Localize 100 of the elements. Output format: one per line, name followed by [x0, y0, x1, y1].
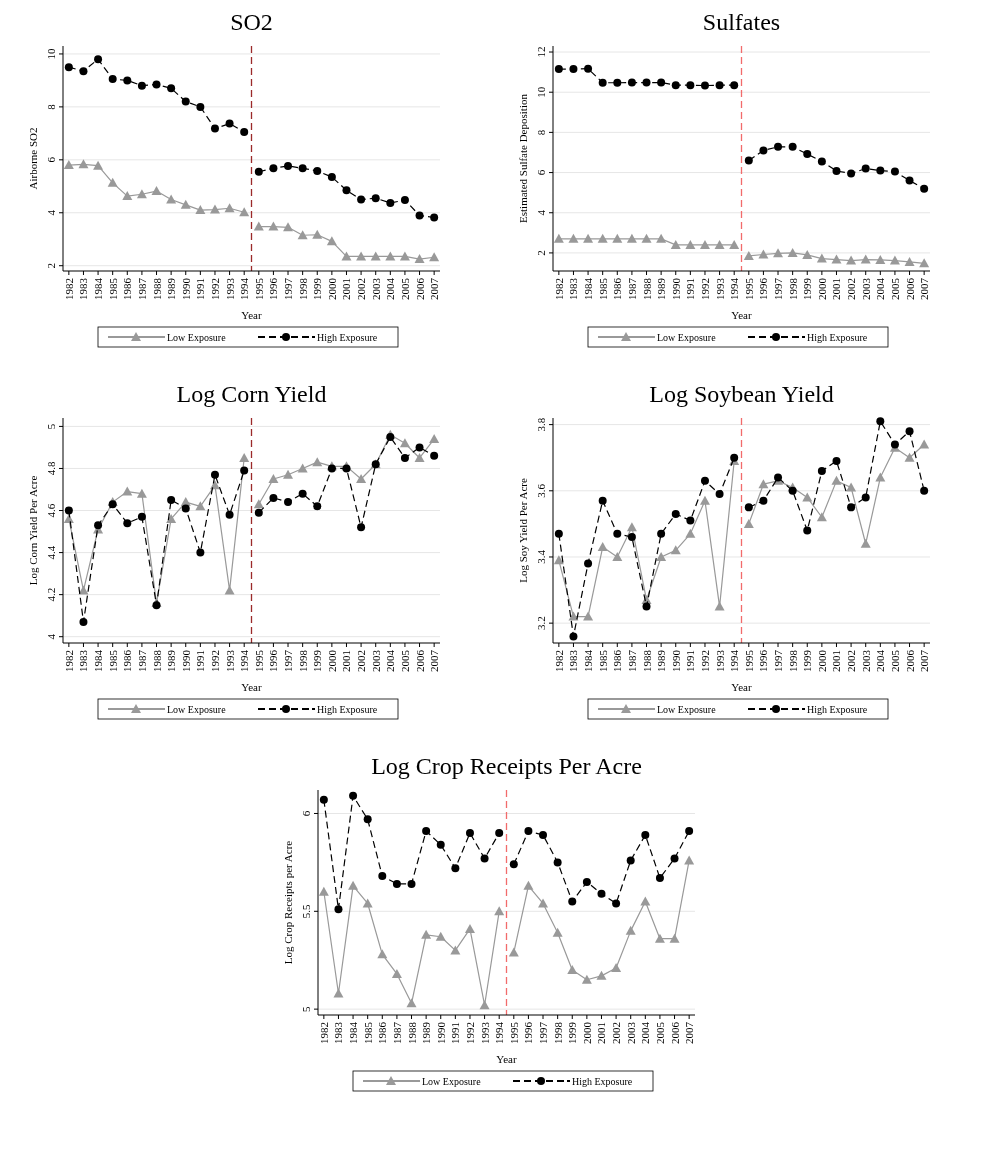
point [268, 473, 279, 483]
y-tick-label: 4 [45, 633, 57, 640]
x-tick-label: 1989 [655, 277, 668, 300]
y-axis-title: Airborne SO2 [27, 127, 39, 190]
point [597, 889, 606, 898]
x-tick-label: 1995 [252, 649, 265, 672]
legend-label: High Exposure [807, 704, 868, 715]
x-tick-label: 1994 [238, 649, 251, 672]
point [860, 538, 871, 548]
x-axis-title: Year [241, 681, 262, 693]
point [569, 65, 578, 74]
point [414, 452, 425, 462]
x-tick-label: 2004 [384, 649, 397, 672]
x-tick-label: 2001 [830, 278, 843, 300]
x-tick-label: 2004 [639, 1021, 652, 1044]
y-axis-title: Estimated Sulfate Deposition [517, 93, 529, 223]
x-tick-label: 1994 [493, 1021, 506, 1044]
point [554, 65, 563, 74]
point [298, 164, 307, 173]
x-tick-label: 1991 [194, 278, 207, 300]
point [399, 438, 410, 448]
point [334, 905, 343, 914]
x-axis-title: Year [241, 309, 262, 321]
y-tick-label: 2 [45, 262, 57, 269]
point [583, 611, 594, 621]
x-tick-label: 1998 [786, 649, 799, 672]
point [714, 601, 725, 611]
y-tick-label: 8 [535, 129, 547, 136]
point [166, 194, 177, 204]
x-tick-label: 1986 [611, 649, 624, 672]
x-tick-label: 1996 [267, 277, 280, 300]
point [802, 492, 813, 502]
point [195, 501, 206, 511]
y-tick-label: 4.6 [45, 503, 57, 518]
x-tick-label: 1989 [655, 649, 668, 672]
point [583, 233, 594, 243]
x-tick-label: 1999 [801, 649, 814, 672]
point [759, 146, 768, 155]
x-tick-label: 1992 [208, 278, 221, 300]
x-tick-label: 1985 [596, 649, 609, 672]
x-tick-label: 1994 [728, 277, 741, 300]
point [567, 965, 578, 974]
point [919, 258, 930, 268]
point [670, 545, 681, 555]
x-tick-label: 1985 [106, 277, 119, 300]
x-tick-label: 1985 [106, 649, 119, 672]
point [684, 855, 695, 865]
point [283, 222, 294, 232]
x-tick-label: 1990 [669, 277, 682, 300]
point [269, 164, 278, 173]
point [788, 486, 797, 495]
point [225, 510, 234, 519]
x-tick-label: 2006 [668, 1021, 681, 1044]
y-tick-label: 4 [45, 209, 57, 216]
point [136, 189, 147, 199]
point [699, 239, 710, 249]
point [612, 899, 621, 908]
x-tick-label: 2007 [918, 649, 931, 672]
point [626, 522, 637, 532]
point [254, 508, 263, 517]
x-tick-label: 2006 [413, 277, 426, 300]
x-tick-label: 1986 [611, 277, 624, 300]
point [283, 469, 294, 479]
point [312, 457, 323, 467]
point [78, 159, 89, 169]
x-tick-label: 2003 [369, 649, 382, 672]
point [817, 157, 826, 166]
point [363, 815, 372, 824]
point [415, 443, 424, 452]
point [479, 1000, 490, 1010]
point [774, 142, 783, 151]
point [831, 475, 842, 485]
point [832, 166, 841, 175]
x-tick-label: 1994 [238, 277, 251, 300]
point [553, 555, 564, 565]
chart-title: SO2 [230, 9, 273, 35]
point [642, 602, 651, 611]
x-tick-label: 1984 [92, 277, 105, 300]
y-axis-title: Log Crop Receipts per Acre [282, 840, 294, 965]
y-tick-label: 5 [45, 423, 57, 430]
point [166, 513, 177, 523]
point [509, 860, 518, 869]
x-tick-label: 2005 [398, 649, 411, 672]
point [669, 933, 680, 943]
x-tick-label: 2006 [413, 649, 426, 672]
x-tick-label: 1999 [311, 277, 324, 300]
point [464, 923, 475, 933]
legend-label: Low Exposure [657, 704, 717, 715]
point [671, 81, 680, 90]
point [569, 632, 578, 641]
point [584, 64, 593, 73]
point [686, 81, 695, 90]
x-tick-label: 1993 [223, 649, 236, 672]
y-axis-title: Log Corn Yield Per Acre [27, 475, 39, 586]
x-tick-label: 2003 [624, 1021, 637, 1044]
point [758, 479, 769, 489]
point [209, 204, 220, 214]
point [568, 233, 579, 243]
x-tick-label: 1991 [449, 1022, 462, 1044]
legend-label: High Exposure [317, 332, 378, 343]
